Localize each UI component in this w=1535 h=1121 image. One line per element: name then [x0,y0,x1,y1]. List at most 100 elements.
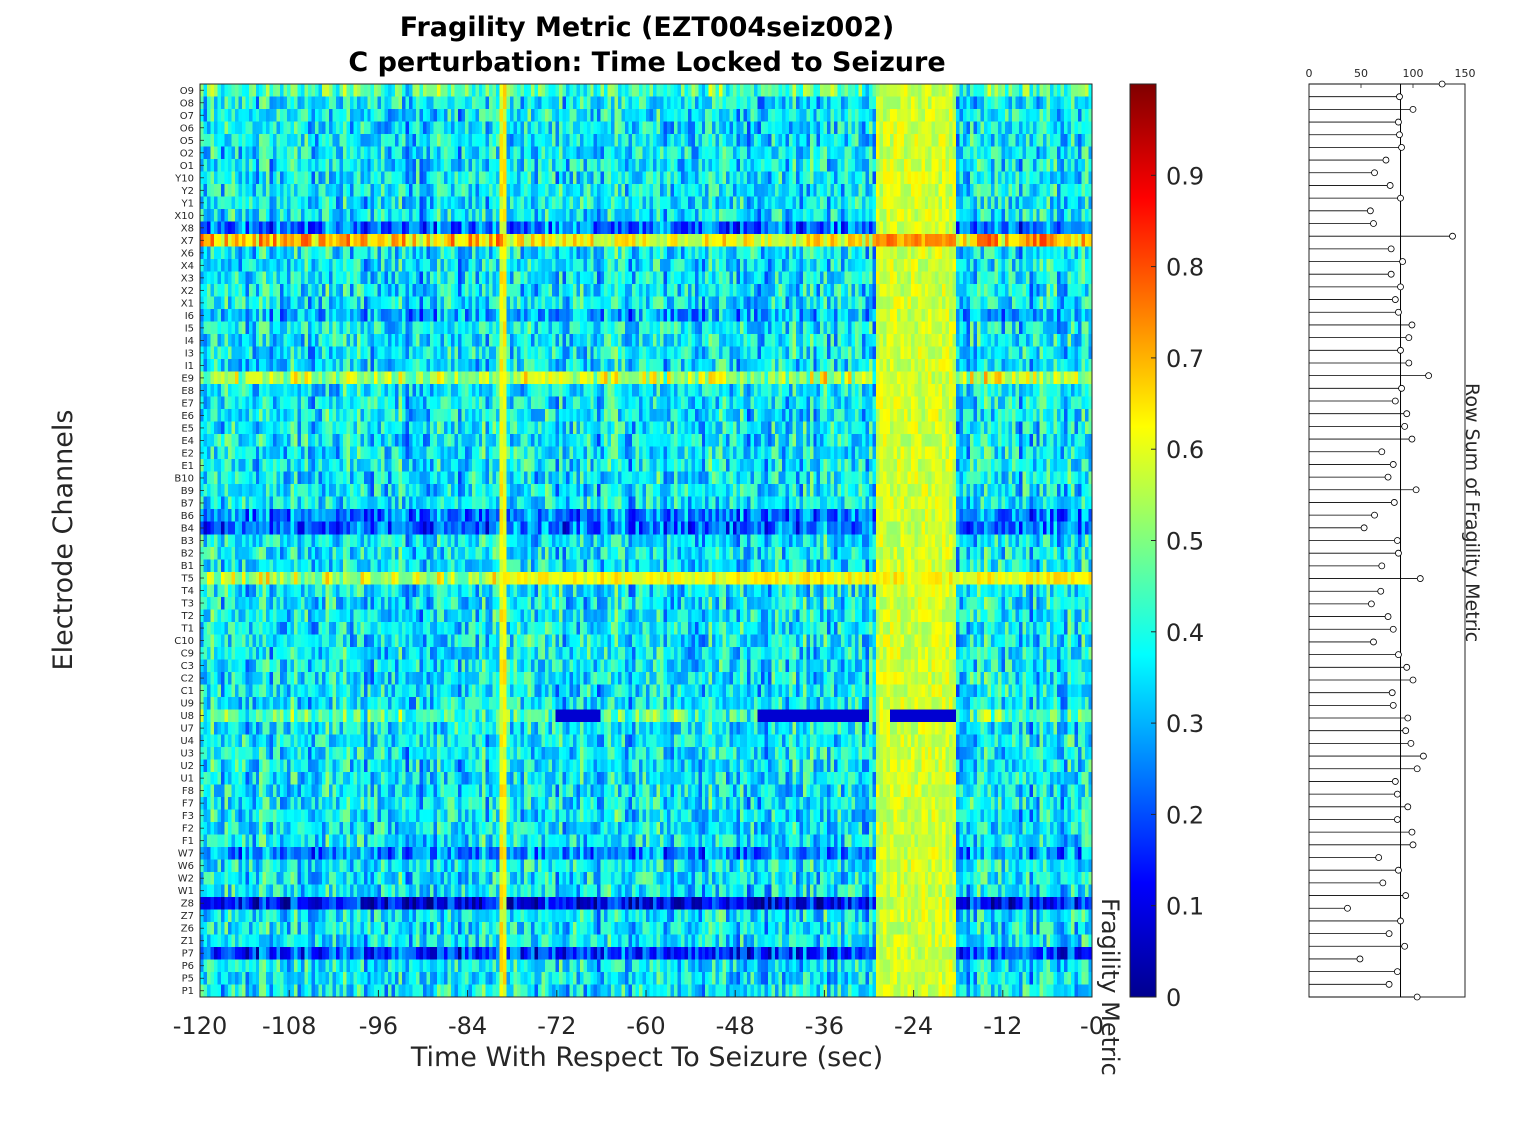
heatmap-cell [879,109,884,122]
heatmap-cell [698,234,703,247]
heatmap-cell [1071,271,1075,285]
heatmap-cell [666,309,671,322]
heatmap-cell [1074,309,1079,322]
heatmap-cell [436,209,441,222]
heatmap-cell [304,146,309,160]
heatmap-cell [531,284,535,297]
heatmap-cell [517,234,521,247]
heatmap-cell [799,296,804,310]
heatmap-cell [896,209,901,222]
heatmap-cell [381,96,386,110]
heatmap-cell [917,96,922,110]
heatmap-cell [872,159,877,172]
heatmap-cell [628,134,633,147]
heatmap-cell [673,196,678,210]
heatmap-cell [691,96,696,110]
heatmap-cell [1018,184,1023,197]
heatmap-cell [820,309,825,322]
heatmap-cell [586,109,591,122]
heatmap-cell [558,109,563,122]
heatmap-cell [795,271,800,285]
heatmap-cell [607,171,612,185]
heatmap-cell [367,196,372,210]
heatmap-cell [1043,196,1048,210]
heatmap-cell [1064,84,1069,97]
heatmap-cell [750,121,755,135]
heatmap-cell [224,271,229,285]
heatmap-cell [562,96,567,110]
heatmap-cell [750,221,755,235]
heatmap-cell [774,171,779,185]
heatmap-cell [370,134,375,147]
heatmap-cell [583,134,588,147]
heatmap-cell [273,184,278,197]
heatmap-cell [555,221,560,235]
heatmap-cell [1022,221,1027,235]
heatmap-cell [708,84,713,97]
heatmap-cell [447,234,452,247]
heatmap-cell [367,221,372,235]
heatmap-cell [398,284,403,297]
heatmap-cell [398,134,403,147]
heatmap-cell [544,284,549,297]
heatmap-cell [963,209,967,222]
heatmap-cell [280,234,285,247]
heatmap-cell [1088,196,1093,210]
heatmap-cell [694,259,699,272]
heatmap-cell [562,296,567,310]
heatmap-cell [419,246,424,260]
heatmap-cell [506,309,511,322]
heatmap-cell [586,84,591,97]
heatmap-cell [248,96,253,110]
heatmap-cell [517,159,521,172]
heatmap-cell [405,84,410,97]
heatmap-cell [531,146,535,160]
heatmap-cell [273,121,278,135]
heatmap-cell [520,271,525,285]
heatmap-cell [475,109,480,122]
heatmap-cell [931,284,936,297]
heatmap-cell [607,271,612,285]
heatmap-cell [980,196,985,210]
heatmap-cell [1053,171,1058,185]
heatmap-cell [328,284,333,297]
heatmap-cell [614,259,619,272]
heatmap-cell [447,146,452,160]
heatmap-cell [604,321,609,335]
heatmap-cell [607,246,612,260]
heatmap-cell [635,109,640,122]
heatmap-cell [499,209,504,222]
heatmap-cell [802,109,807,122]
heatmap-cell [684,221,689,235]
heatmap-cell [482,96,487,110]
heatmap-cell [328,221,333,235]
heatmap-cell [635,209,640,222]
heatmap-cell [966,134,971,147]
heatmap-cell [952,159,957,172]
heatmap-cell [1029,271,1034,285]
heatmap-cell [245,234,250,247]
heatmap-cell [527,84,532,97]
heatmap-cell [314,84,319,97]
heatmap-cell [980,221,985,235]
heatmap-cell [416,134,420,147]
heatmap-cell [677,284,682,297]
heatmap-cell [879,246,884,260]
heatmap-cell [353,309,358,322]
heatmap-cell [1078,271,1082,285]
heatmap-cell [980,96,985,110]
heatmap-cell [238,309,243,322]
heatmap-cell [621,184,626,197]
heatmap-cell [917,109,922,122]
heatmap-cell [318,184,323,197]
heatmap-cell [440,259,445,272]
heatmap-cell [656,284,661,297]
heatmap-cell [558,284,563,297]
heatmap-cell [997,134,1002,147]
heatmap-cell [1085,284,1089,297]
heatmap-cell [301,184,305,197]
heatmap-cell [945,296,950,310]
heatmap-cell [384,146,389,160]
heatmap-cell [1036,96,1041,110]
heatmap-cell [544,96,549,110]
